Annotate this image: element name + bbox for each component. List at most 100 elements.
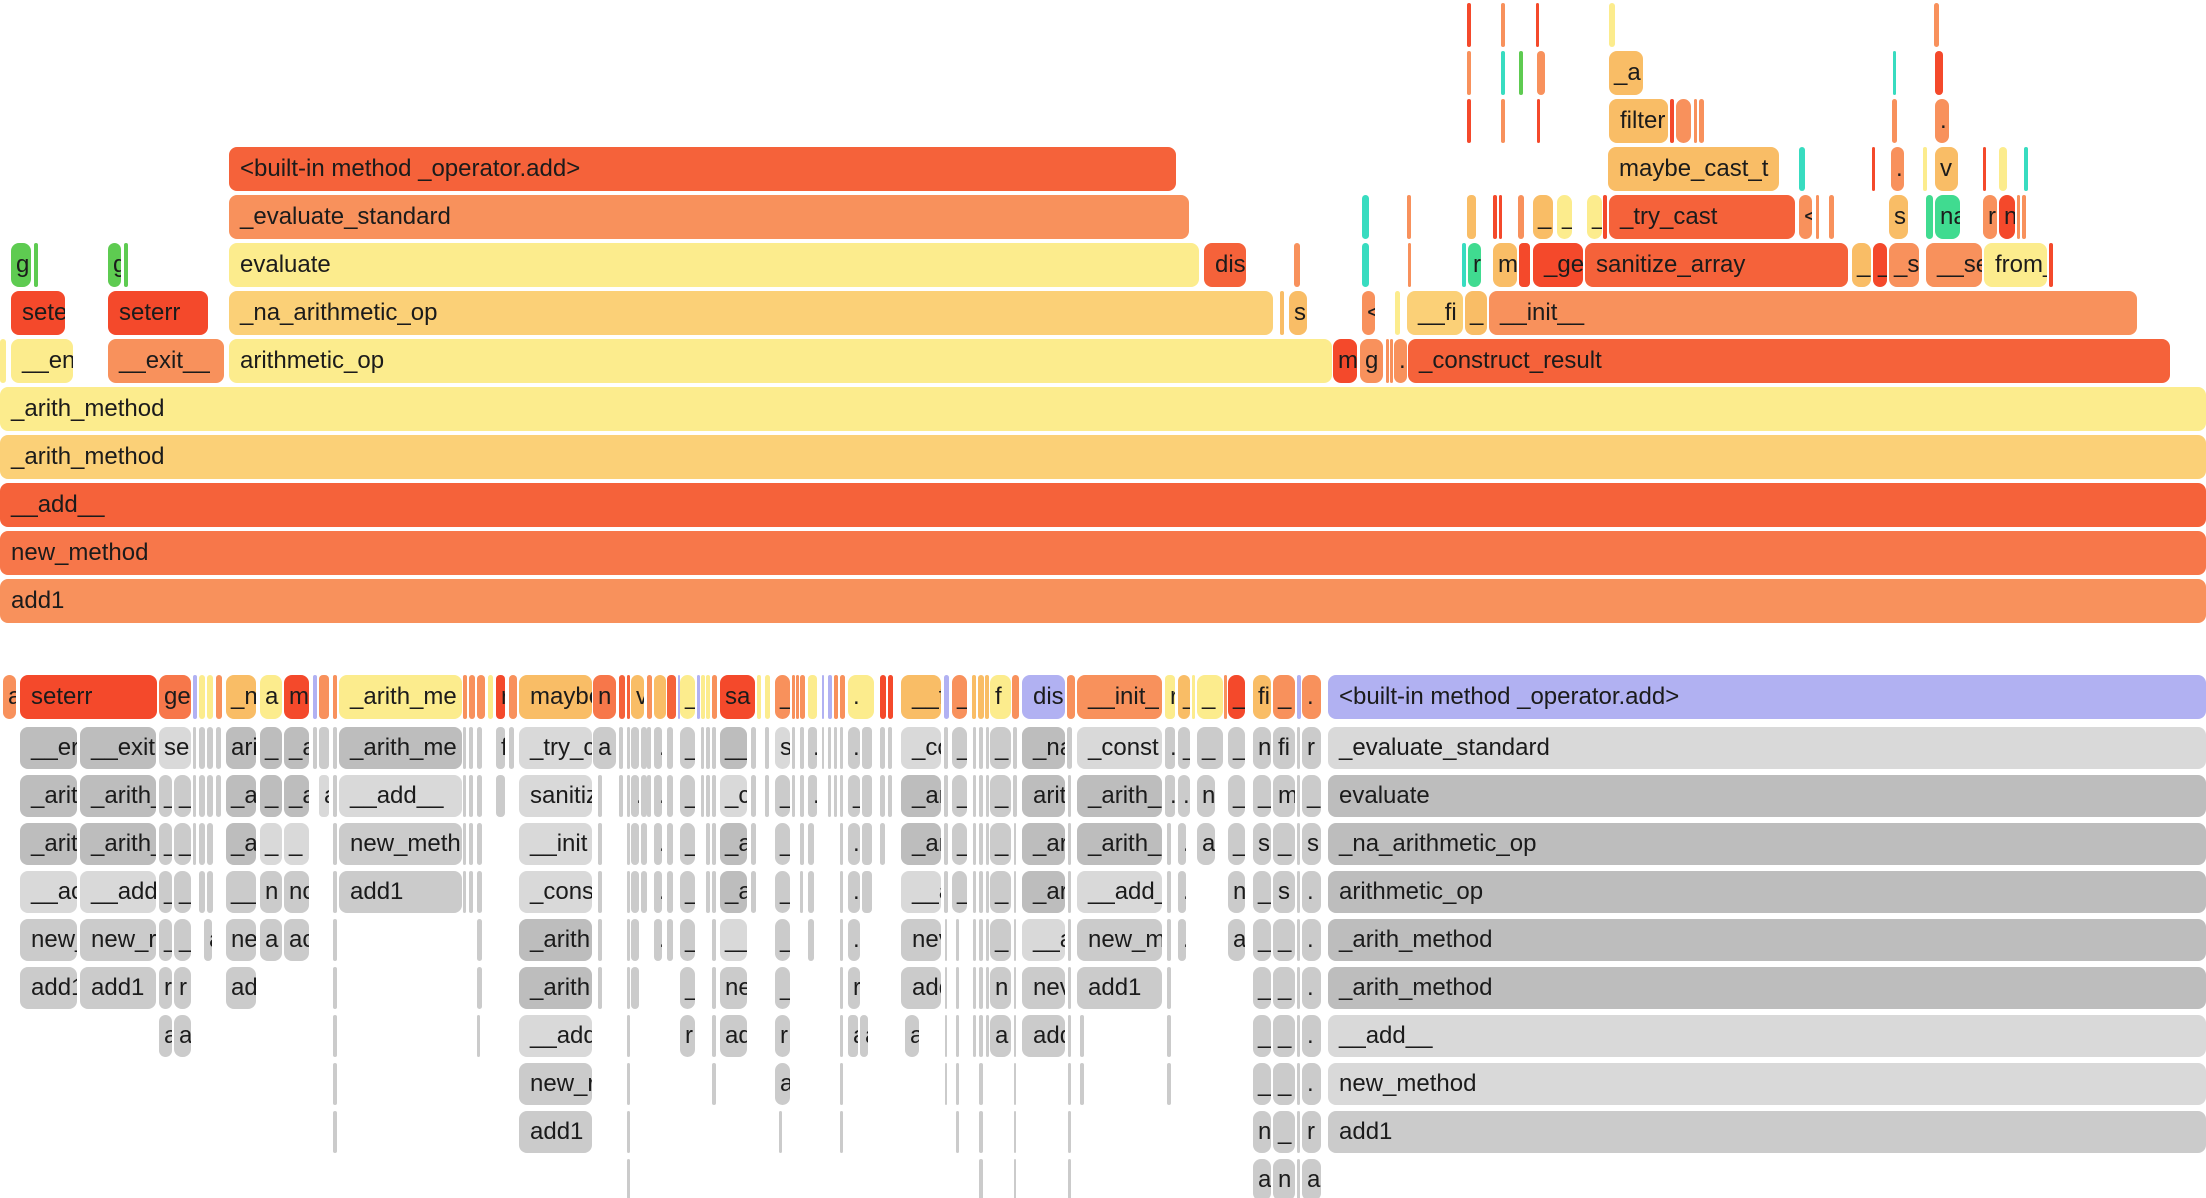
frame-sliver[interactable]: [796, 675, 799, 719]
frame-sliver[interactable]: [956, 1111, 959, 1153]
frame-g[interactable]: g: [11, 243, 31, 287]
frame-sliver[interactable]: [979, 871, 983, 913]
frame-sliver[interactable]: [979, 823, 983, 865]
frame-sliver[interactable]: [627, 675, 630, 719]
frame-arith-me[interactable]: _arith_me: [339, 727, 462, 769]
frame-sliver[interactable]: [1537, 51, 1545, 95]
frame-sliver[interactable]: [598, 919, 602, 961]
frame-sliver[interactable]: [1493, 195, 1497, 239]
frame-sliver[interactable]: [627, 1159, 630, 1198]
frame-sliver[interactable]: [1467, 195, 1476, 239]
frame-add[interactable]: __add_: [1077, 871, 1162, 913]
frame-s[interactable]: s: [1253, 823, 1271, 865]
frame-sliver[interactable]: [945, 1015, 947, 1057]
frame-sliver[interactable]: [619, 675, 625, 719]
frame-sliver[interactable]: [216, 675, 222, 719]
frame-sliver[interactable]: [779, 1111, 782, 1153]
frame-sliver[interactable]: [207, 775, 213, 817]
frame-sliver[interactable]: [1192, 675, 1195, 719]
frame-evaluate[interactable]: evaluate: [1328, 775, 2206, 817]
frame-sym[interactable]: .: [654, 775, 662, 817]
frame-sym[interactable]: __: [720, 919, 747, 961]
frame-sliver[interactable]: [1294, 243, 1300, 287]
frame-sliver[interactable]: [333, 727, 337, 769]
frame-sanitize-array[interactable]: sanitize_array: [1585, 243, 1848, 287]
frame-sliver[interactable]: [986, 919, 989, 961]
frame-sliver[interactable]: [712, 919, 716, 961]
frame-sliver[interactable]: [477, 727, 482, 769]
frame-sliver[interactable]: [1013, 775, 1017, 817]
frame-sliver[interactable]: [979, 775, 983, 817]
frame-sliver[interactable]: [641, 871, 647, 913]
frame-sliver[interactable]: [986, 967, 989, 1009]
frame-sliver[interactable]: [1829, 195, 1834, 239]
frame-sliver[interactable]: [840, 1063, 843, 1105]
frame-sliver[interactable]: [828, 727, 831, 769]
frame-sliver[interactable]: [463, 823, 466, 865]
frame-sliver[interactable]: [973, 1015, 976, 1057]
frame-sliver[interactable]: [800, 823, 804, 865]
frame-sliver[interactable]: [647, 775, 651, 817]
frame-sym[interactable]: _: [1273, 823, 1295, 865]
frame-sliver[interactable]: [1670, 99, 1674, 143]
frame-const[interactable]: _const: [1077, 727, 1162, 769]
frame-sliver[interactable]: [333, 967, 337, 1009]
frame-sliver[interactable]: [1501, 99, 1505, 143]
frame-ge[interactable]: _ge: [1533, 243, 1583, 287]
frame-add[interactable]: __add__: [0, 483, 2206, 527]
frame-construct-result[interactable]: _construct_result: [1408, 339, 2170, 383]
frame-sym[interactable]: _: [952, 675, 967, 719]
frame-sliver[interactable]: [840, 675, 845, 719]
frame-sliver[interactable]: [1603, 195, 1607, 239]
frame-sym[interactable]: _: [775, 775, 790, 817]
frame-sym[interactable]: _: [1273, 919, 1295, 961]
frame-sym[interactable]: _: [1465, 291, 1487, 335]
frame-sliver[interactable]: [1872, 147, 1875, 191]
frame-nev[interactable]: nev: [901, 919, 941, 961]
frame-sym[interactable]: _: [1302, 775, 1321, 817]
frame-sliver[interactable]: [333, 1015, 337, 1057]
frame-sym[interactable]: .: [1302, 871, 1321, 913]
frame-new-method[interactable]: new_method: [0, 531, 2206, 575]
frame-sliver[interactable]: [1014, 1063, 1016, 1105]
frame-sliver[interactable]: [333, 1063, 337, 1105]
frame-s[interactable]: s: [1289, 291, 1307, 335]
frame-sliver[interactable]: [333, 1111, 337, 1153]
frame-sliver[interactable]: [712, 775, 716, 817]
frame-sym[interactable]: _: [1273, 675, 1295, 719]
frame-sliver[interactable]: [667, 675, 676, 719]
frame-arith[interactable]: _arith_: [1077, 775, 1162, 817]
frame-sliver[interactable]: [1068, 1015, 1071, 1057]
frame-sym[interactable]: .: [654, 871, 662, 913]
frame-arith[interactable]: _arith: [519, 967, 592, 1009]
frame-sliver[interactable]: [1014, 967, 1016, 1009]
frame-sliver[interactable]: [1167, 1015, 1171, 1057]
frame-sym[interactable]: _: [680, 775, 695, 817]
frame-sliver[interactable]: [627, 919, 630, 961]
frame-sliver[interactable]: [973, 919, 976, 961]
frame-sliver[interactable]: [1462, 243, 1466, 287]
frame-sliver[interactable]: [945, 967, 947, 1009]
frame-a[interactable]: _a: [1609, 51, 1643, 95]
frame-ad[interactable]: ad: [1228, 919, 1245, 961]
frame-sliver[interactable]: [1499, 195, 1502, 239]
frame-sliver[interactable]: [973, 823, 976, 865]
frame-sliver[interactable]: [840, 775, 843, 817]
frame-m[interactable]: m: [1493, 243, 1517, 287]
frame-n[interactable]: n: [1197, 775, 1215, 817]
frame-sym[interactable]: _: [1873, 243, 1887, 287]
frame-arith-me[interactable]: _arith_me: [339, 675, 462, 719]
frame-sliver[interactable]: [1013, 727, 1017, 769]
frame-sliver[interactable]: [1014, 823, 1016, 865]
frame-seterr[interactable]: seterr: [20, 675, 157, 719]
frame-sliver[interactable]: [945, 919, 947, 961]
frame-sliver[interactable]: [1501, 3, 1505, 47]
frame-sliver[interactable]: [1012, 675, 1019, 719]
frame-sliver[interactable]: [647, 675, 652, 719]
frame-sliver[interactable]: [193, 775, 196, 817]
frame-sliver[interactable]: [986, 823, 989, 865]
frame-sym[interactable]: <: [1362, 291, 1375, 335]
frame-sym[interactable]: __: [1228, 823, 1245, 865]
frame-sliver[interactable]: [697, 675, 700, 719]
frame-new-method[interactable]: new_method: [1328, 1063, 2206, 1105]
